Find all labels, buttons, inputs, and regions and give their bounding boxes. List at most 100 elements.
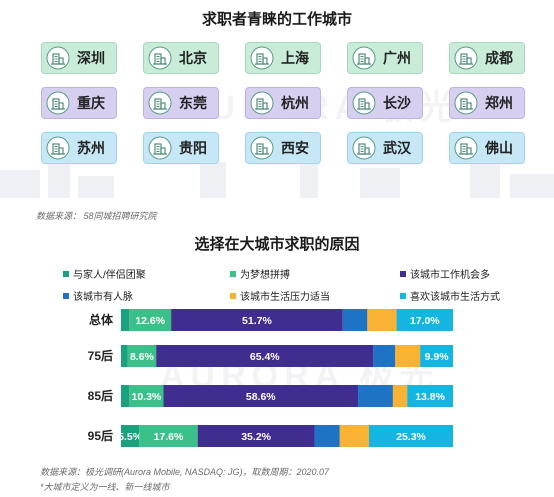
data-label: 17.0%	[410, 315, 440, 327]
building-icon	[250, 46, 274, 70]
city-tile: 杭州	[245, 87, 321, 119]
city-tile: 郑州	[449, 87, 525, 119]
legend-item: 该城市有人脉	[63, 288, 133, 303]
city-name: 佛山	[485, 140, 513, 156]
data-label: 10.3%	[132, 391, 162, 403]
building-icon	[454, 91, 478, 115]
category-label: 总体	[89, 312, 114, 327]
legend-item: 为梦想拼搏	[230, 266, 290, 281]
bar-segment	[373, 345, 396, 367]
legend-item: 与家人/伴侣团聚	[63, 266, 146, 281]
category-label: 95后	[88, 428, 113, 443]
data-label: 65.4%	[250, 351, 280, 363]
data-label: 35.2%	[241, 431, 271, 443]
city-name: 郑州	[485, 95, 513, 111]
legend-swatch	[230, 292, 236, 299]
city-tile: 佛山	[449, 132, 525, 164]
bar-segment	[367, 309, 397, 331]
city-name: 深圳	[77, 50, 105, 66]
city-tile: 武汉	[347, 132, 423, 164]
city-name: 长沙	[383, 95, 411, 111]
bar-segment	[396, 309, 453, 331]
building-icon	[148, 91, 172, 115]
building-icon	[250, 136, 274, 160]
city-tile: 广州	[347, 42, 423, 74]
city-name: 杭州	[281, 95, 309, 111]
legend-swatch	[400, 270, 406, 277]
building-icon	[46, 91, 70, 115]
building-icon	[250, 91, 274, 115]
data-label: 9.9%	[425, 351, 450, 363]
city-name: 上海	[281, 50, 309, 66]
city-tile: 深圳	[41, 42, 117, 74]
city-name: 广州	[383, 50, 411, 66]
bar-segment	[139, 425, 198, 447]
legend-item: 喜欢该城市生活方式	[400, 288, 500, 303]
category-label: 85后	[88, 388, 113, 403]
building-icon	[352, 46, 376, 70]
bar-segment	[358, 385, 393, 407]
bar-segment	[156, 345, 374, 367]
data-label: 58.6%	[246, 391, 276, 403]
legend-label: 喜欢该城市生活方式	[410, 292, 500, 303]
bar-segment	[395, 345, 421, 367]
bar-segment	[121, 425, 140, 447]
city-tile: 成都	[449, 42, 525, 74]
building-icon	[352, 91, 376, 115]
data-label: 17.6%	[154, 431, 184, 443]
city-tile: 重庆	[41, 87, 117, 119]
bar-segment	[339, 425, 370, 447]
city-name: 重庆	[77, 95, 105, 111]
legend-label: 该城市有人脉	[73, 292, 133, 303]
city-tile: 上海	[245, 42, 321, 74]
bar-segment	[407, 385, 453, 407]
bar-segment	[163, 385, 359, 407]
city-section-title: 求职者青睐的工作城市	[201, 11, 352, 28]
building-icon	[46, 46, 70, 70]
data-label: 8.6%	[130, 351, 155, 363]
bar-segment	[127, 345, 157, 367]
city-tile: 贵阳	[143, 132, 219, 164]
bar-segment	[197, 425, 315, 447]
legend-item: 该城市工作机会多	[400, 266, 490, 281]
city-tile: 长沙	[347, 87, 423, 119]
legend-item: 该城市生活压力适当	[230, 288, 330, 303]
city-data-source: 数据来源： 58同城招聘研究院	[36, 211, 157, 221]
legend-label: 与家人/伴侣团聚	[73, 270, 146, 281]
bar-segment	[129, 309, 172, 331]
building-icon	[148, 46, 172, 70]
city-tile: 北京	[143, 42, 219, 74]
chart-data-source: 数据来源：极光调研(Aurora Mobile, NASDAQ: JG)，取数周…	[40, 467, 330, 477]
building-icon	[148, 136, 172, 160]
data-label: 12.6%	[135, 315, 165, 327]
city-name: 成都	[485, 50, 513, 66]
legend-swatch	[230, 270, 236, 277]
bar-segment	[342, 309, 368, 331]
city-tile: 苏州	[41, 132, 117, 164]
legend-label: 该城市生活压力适当	[240, 292, 330, 303]
legend-label: 为梦想拼搏	[240, 270, 290, 281]
bar-segment	[121, 345, 128, 367]
bar-segment	[392, 385, 408, 407]
city-name: 苏州	[77, 140, 105, 156]
data-label: 51.7%	[242, 315, 272, 327]
bar-segment	[129, 385, 164, 407]
bar-segment	[121, 309, 130, 331]
city-name: 北京	[179, 50, 207, 66]
category-label: 75后	[88, 348, 113, 363]
data-label: 25.3%	[396, 431, 426, 443]
data-label: 13.8%	[415, 391, 445, 403]
bar-segment	[171, 309, 343, 331]
city-name: 西安	[281, 140, 309, 156]
city-name: 贵阳	[179, 140, 207, 156]
legend-swatch	[63, 292, 69, 299]
legend-label: 该城市工作机会多	[410, 270, 490, 281]
data-label: 5.5%	[118, 431, 143, 443]
city-tile: 西安	[245, 132, 321, 164]
bar-segment	[369, 425, 453, 447]
city-tile: 东莞	[143, 87, 219, 119]
legend-swatch	[400, 292, 406, 299]
city-name: 东莞	[179, 95, 207, 111]
chart-title: 选择在大城市求职的原因	[194, 236, 360, 253]
